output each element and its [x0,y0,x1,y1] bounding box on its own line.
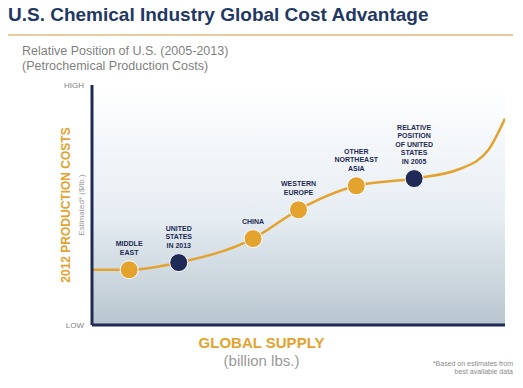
html-text:(Petrochemical Production Cost: (Petrochemical Production Costs) [22,59,209,73]
svg-text:OF UNITED: OF UNITED [395,141,433,148]
svg-text:RELATIVE: RELATIVE [397,124,431,131]
svg-text:LOW: LOW [66,321,85,330]
svg-text:EAST: EAST [120,249,139,256]
html-text:Estimated* ($/lb.): Estimated* ($/lb.) [76,174,86,236]
svg-text:MIDDLE: MIDDLE [116,240,143,247]
svg-text:CHINA: CHINA [242,218,264,225]
svg-text:STATES: STATES [165,233,192,240]
svg-text:POSITION: POSITION [397,132,430,139]
html-text:(billion lbs.): (billion lbs.) [223,352,300,369]
html-text:Relative Position of U.S. (200: Relative Position of U.S. (2005-2013) [22,44,229,58]
svg-text:OTHER: OTHER [344,148,369,155]
html-text:*Based on estimates from best: *Based on estimates from best available … [432,360,513,375]
svg-text:HIGH: HIGH [64,81,84,90]
svg-text:UNITED: UNITED [166,225,192,232]
svg-text:STATES: STATES [401,149,428,156]
html-text:2012 PRODUCTION COSTS: 2012 PRODUCTION COSTS [59,127,73,283]
svg-text:IN 2013: IN 2013 [166,242,191,249]
svg-text:IN 2005: IN 2005 [402,158,427,165]
svg-text:WESTERN: WESTERN [281,180,316,187]
svg-text:ASIA: ASIA [348,165,365,172]
html-text:GLOBAL SUPPLY: GLOBAL SUPPLY [198,334,325,351]
html-text:U.S. Chemical Industry Global: U.S. Chemical Industry Global Cost Advan… [8,4,429,25]
svg-text:EUROPE: EUROPE [284,189,314,196]
svg-text:NORTHEAST: NORTHEAST [335,156,379,163]
